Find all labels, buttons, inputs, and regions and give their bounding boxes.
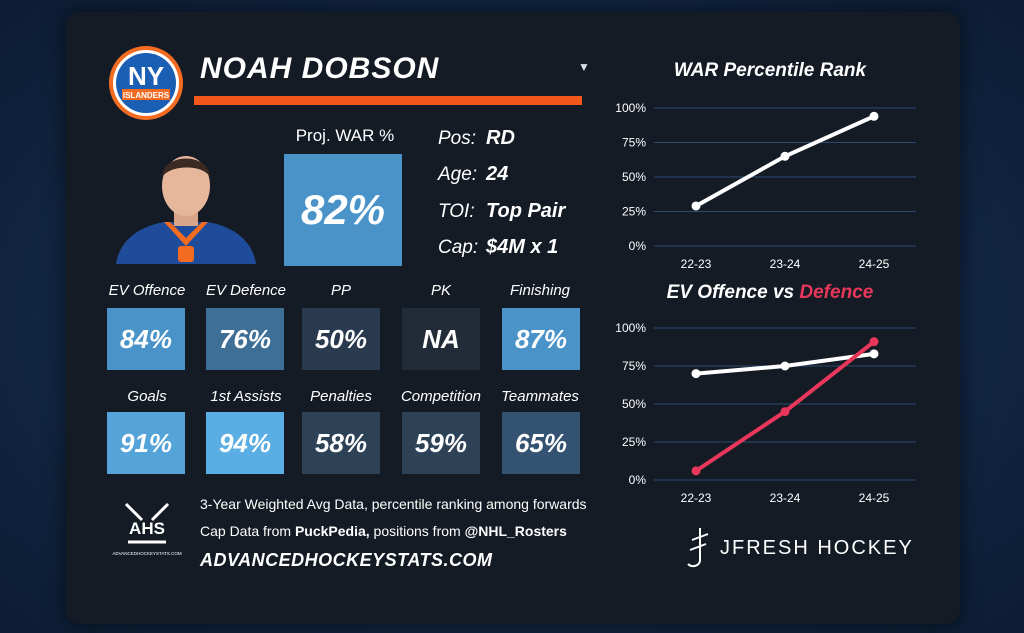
stat-label-ev-offence: EV Offence [108,282,186,299]
x-tick-label: 24-25 [859,257,890,271]
data-point [869,349,879,359]
chart1-title: WAR Percentile Rank [673,60,867,81]
data-point [780,361,790,371]
y-tick-label: 0% [629,473,647,487]
chart2-title-part2: Defence [799,282,874,303]
stat-box-competition: 59% [402,412,480,474]
x-tick-label: 22-23 [681,257,712,271]
puckpedia-link[interactable]: PuckPedia, [294,523,370,539]
logo-text-islanders: ISLANDERS [123,91,170,100]
y-tick-label: 100% [615,321,646,335]
credits-mid: positions from [369,523,465,539]
stat-box-pk: NA [402,308,480,370]
info-value-toi: Top Pair [486,200,566,222]
info-key-cap: Cap: [438,237,479,258]
proj-war-label: Proj. WAR % [295,126,395,145]
data-point [691,201,701,211]
data-point [869,111,879,121]
stat-box-ev-defence: 76% [206,308,284,370]
info-key-toi: TOI: [438,201,475,222]
stat-box-1st-assists: 94% [206,412,284,474]
stat-label-pp: PP [330,282,351,299]
stat-label-finishing: Finishing [509,282,571,299]
nhl-rosters-link[interactable]: @NHL_Rosters [464,523,567,539]
stat-box-goals: 91% [107,412,185,474]
ev-offence-defence-chart: 0% 25% 50% 75% 100% 22-23 23-24 24-25 [615,321,916,504]
y-tick-label: 100% [615,101,646,115]
proj-war-value: 82% [284,154,402,266]
chart2-title: EV Offence vs Defence [620,282,920,304]
ahs-badge-small: ADVANCEDHOCKEYSTATS.COM [112,551,182,556]
stat-label-pk: PK [430,282,451,299]
info-value-cap: $4M x 1 [486,236,559,258]
stat-box-teammates: 65% [502,412,580,474]
stat-label-ev-defence: EV Defence [205,282,287,299]
y-tick-label: 25% [622,205,646,219]
title-underline [194,96,582,105]
y-tick-label: 75% [622,136,646,150]
team-logo-icon: NY ISLANDERS [109,46,183,120]
data-point [691,466,701,476]
y-tick-label: 25% [622,435,646,449]
chart2-title-part1: EV Offence vs [666,282,800,303]
series-line-0 [695,114,875,208]
stat-label-teammates: Teammates [501,388,579,405]
war-percentile-chart: 0% 25% 50% 75% 100% 22-23 23-24 24-25 [615,101,916,271]
chevron-down-icon[interactable]: ▼ [578,60,590,74]
logo-text-ny: NY [128,61,164,91]
stat-label-1st-assists: 1st Assists [210,388,282,405]
footer-note: 3-Year Weighted Avg Data, percentile ran… [200,496,587,512]
ahs-logo-icon: AHS ADVANCEDHOCKEYSTATS.COM [112,502,182,556]
footer-credits: Cap Data from PuckPedia, positions from … [200,523,567,539]
data-point [780,151,790,161]
x-tick-label: 22-23 [681,491,712,504]
player-name: NOAH DOBSON [200,52,440,85]
info-key-age: Age: [438,164,478,185]
y-tick-label: 75% [622,359,646,373]
stat-label-goals: Goals [127,388,167,405]
jfresh-brand: JFRESH HOCKEY [720,537,914,559]
credits-prefix: Cap Data from [200,523,295,539]
info-value-pos: RD [486,127,515,149]
player-photo [116,156,256,264]
y-tick-label: 50% [622,397,646,411]
y-tick-label: 50% [622,170,646,184]
ahs-badge-text: AHS [129,519,165,538]
stat-box-finishing: 87% [502,308,580,370]
x-tick-label: 23-24 [770,257,801,271]
stat-box-ev-offence: 84% [107,308,185,370]
stat-label-penalties: Penalties [310,388,372,405]
series-line-1 [694,340,876,473]
stat-label-competition: Competition [400,388,482,405]
stat-box-penalties: 58% [302,412,380,474]
data-point [869,337,879,347]
jfresh-logo-icon [687,528,709,568]
x-tick-label: 23-24 [770,491,801,504]
x-tick-label: 24-25 [859,491,890,504]
stat-box-pp: 50% [302,308,380,370]
data-point [691,369,701,379]
data-point [780,407,790,417]
info-key-pos: Pos: [438,128,477,149]
y-tick-label: 0% [629,239,647,253]
info-value-age: 24 [486,163,509,185]
site-link[interactable]: ADVANCEDHOCKEYSTATS.COM [200,550,493,570]
